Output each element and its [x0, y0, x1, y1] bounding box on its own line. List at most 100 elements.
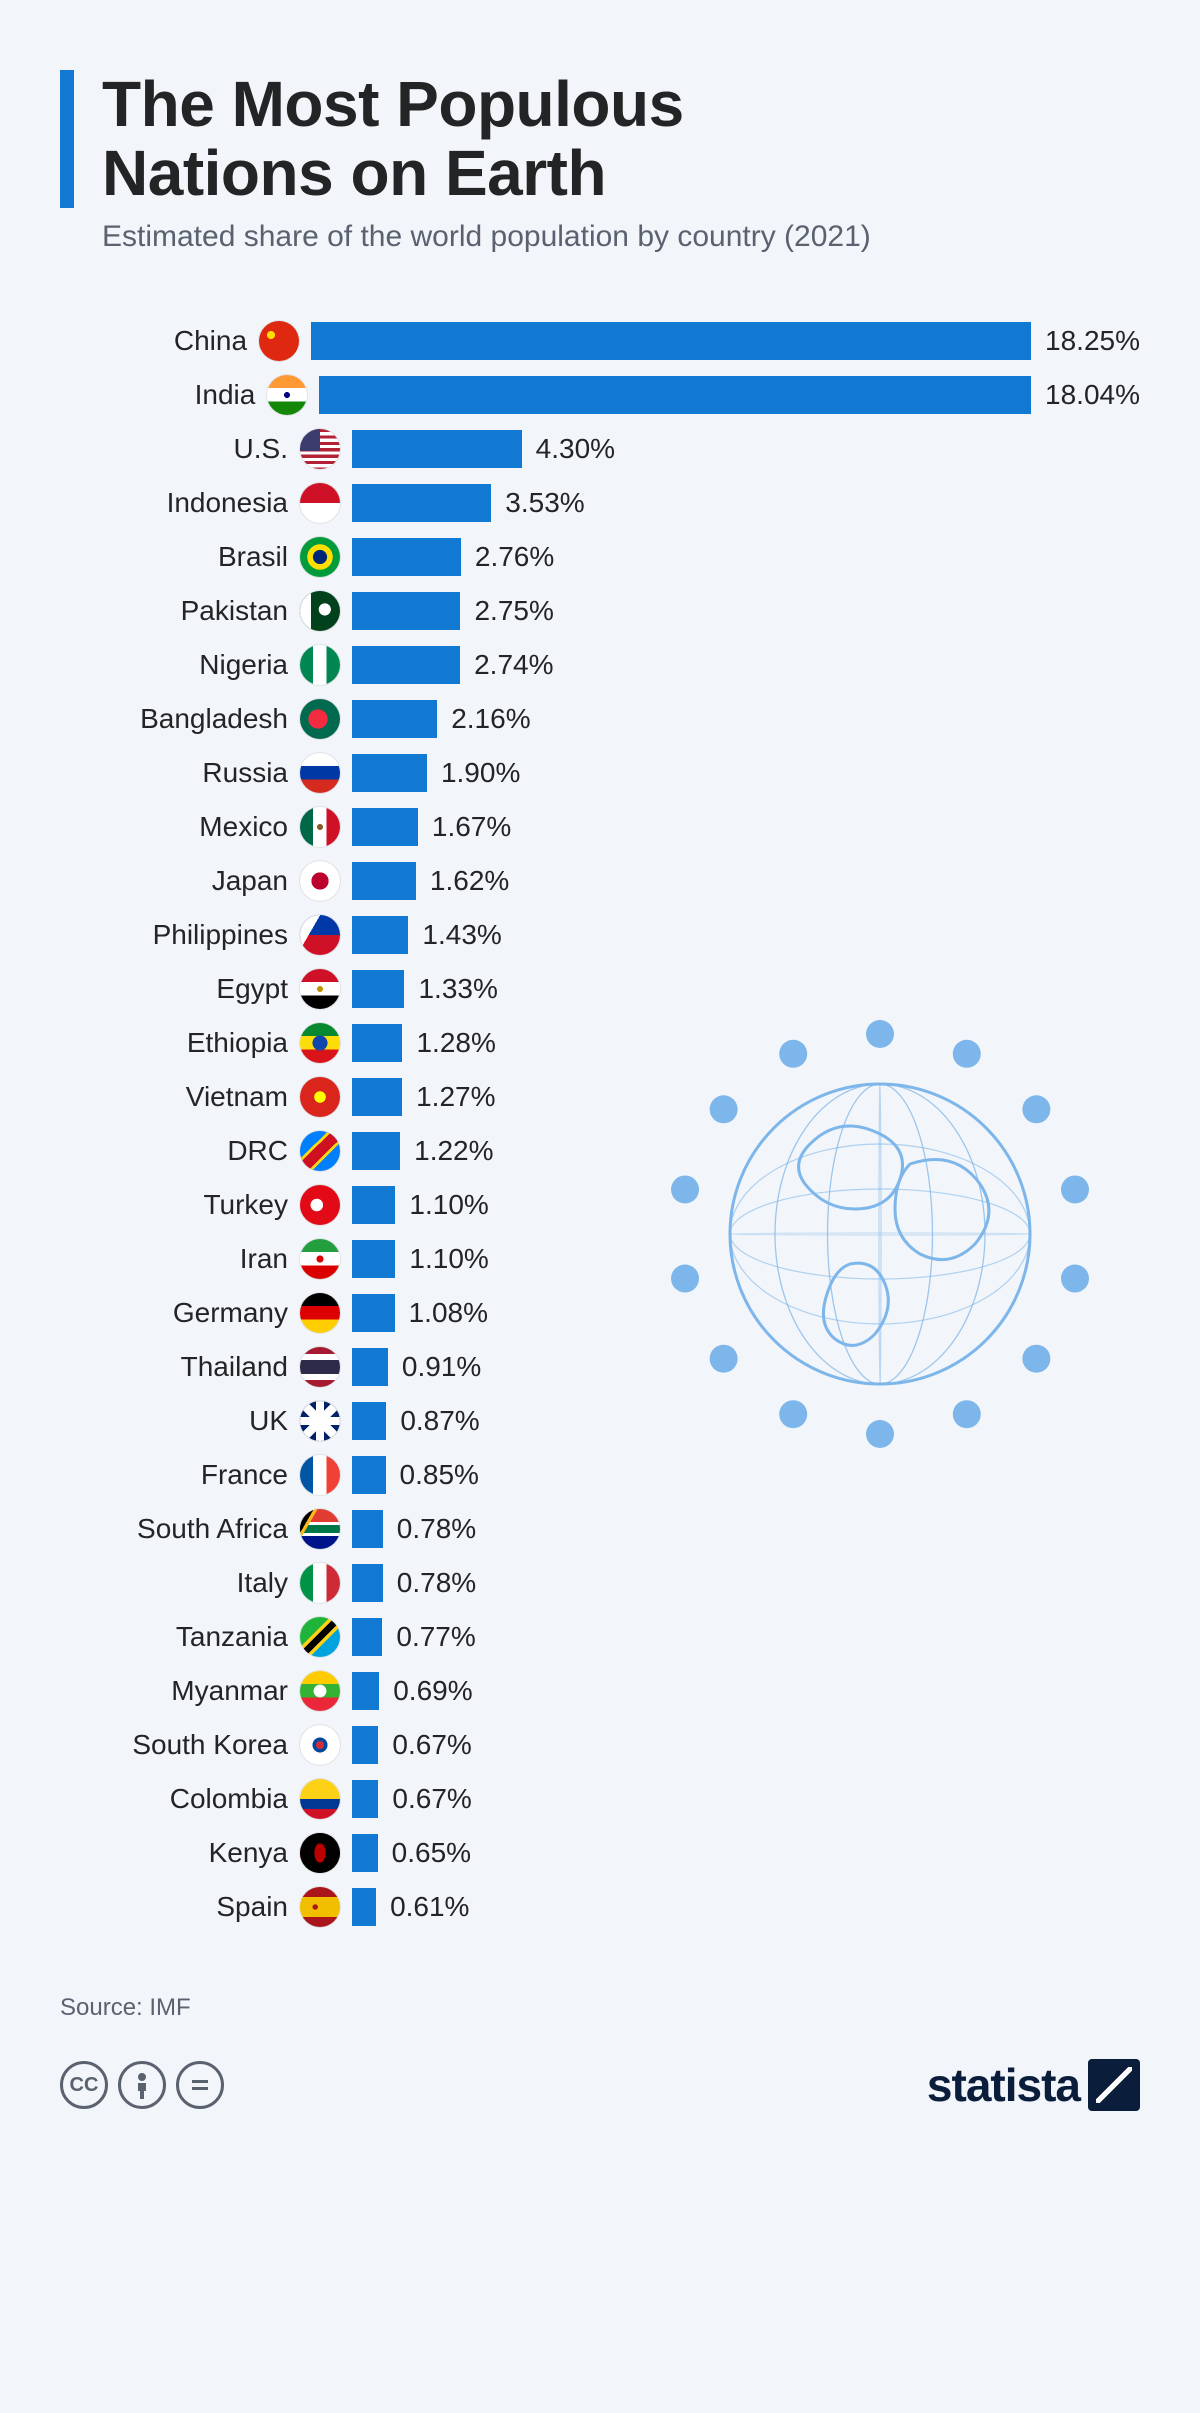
- flag-icon: [300, 1725, 340, 1765]
- bar-area: 0.67%: [352, 1780, 1140, 1818]
- bar-area: 0.78%: [352, 1564, 1140, 1602]
- flag-icon: [300, 1239, 340, 1279]
- country-label: Nigeria: [60, 649, 300, 681]
- bar-row: Turkey 1.10%: [60, 1178, 1140, 1232]
- bar-area: 0.61%: [352, 1888, 1140, 1926]
- bar-area: 4.30%: [352, 430, 1140, 468]
- bar-row: Kenya 0.65%: [60, 1826, 1140, 1880]
- bar-row: Philippines1.43%: [60, 908, 1140, 962]
- country-label: South Africa: [60, 1513, 300, 1545]
- bar-row: Nigeria 2.74%: [60, 638, 1140, 692]
- bar-row: France0.85%: [60, 1448, 1140, 1502]
- bar-value-label: 0.67%: [392, 1783, 471, 1815]
- flag-icon: [259, 321, 299, 361]
- bar-area: 0.67%: [352, 1726, 1140, 1764]
- bar: [352, 484, 491, 522]
- bar-row: Ethiopia 1.28%: [60, 1016, 1140, 1070]
- bar-value-label: 1.43%: [422, 919, 501, 951]
- bar-area: 1.28%: [352, 1024, 1140, 1062]
- country-label: UK: [60, 1405, 300, 1437]
- bar: [352, 1132, 400, 1170]
- bar-row: South Korea0.67%: [60, 1718, 1140, 1772]
- flag-icon: [300, 1563, 340, 1603]
- bar-value-label: 1.62%: [430, 865, 509, 897]
- bar-area: 1.27%: [352, 1078, 1140, 1116]
- bar-value-label: 0.78%: [397, 1513, 476, 1545]
- bar-value-label: 2.76%: [475, 541, 554, 573]
- by-icon: [118, 2061, 166, 2109]
- flag-icon: [300, 1347, 340, 1387]
- bar-area: 2.74%: [352, 646, 1140, 684]
- country-label: Spain: [60, 1891, 300, 1923]
- flag-icon: [300, 861, 340, 901]
- source-label: Source: IMF: [60, 1994, 1140, 2022]
- bar: [352, 1078, 402, 1116]
- bar-value-label: 1.90%: [441, 757, 520, 789]
- flag-icon: [300, 1455, 340, 1495]
- country-label: Myanmar: [60, 1675, 300, 1707]
- flag-icon: [300, 1401, 340, 1441]
- statista-brand: statista: [927, 2058, 1140, 2112]
- bar-value-label: 18.04%: [1045, 379, 1140, 411]
- bar: [352, 1294, 395, 1332]
- bar-area: 1.10%: [352, 1240, 1140, 1278]
- country-label: Bangladesh: [60, 703, 300, 735]
- statista-logo-icon: [1088, 2059, 1140, 2111]
- bar-row: South Africa 0.78%: [60, 1502, 1140, 1556]
- country-label: DRC: [60, 1135, 300, 1167]
- country-label: Brasil: [60, 541, 300, 573]
- bar: [352, 646, 460, 684]
- bar: [352, 1348, 388, 1386]
- bar: [352, 1888, 376, 1926]
- bar-value-label: 1.28%: [416, 1027, 495, 1059]
- nd-icon: [176, 2061, 224, 2109]
- bar-value-label: 1.67%: [432, 811, 511, 843]
- bar-area: 0.77%: [352, 1618, 1140, 1656]
- bar-row: China18.25%: [60, 314, 1140, 368]
- bar-area: 0.85%: [352, 1456, 1140, 1494]
- bar: [352, 1456, 386, 1494]
- flag-icon: [300, 699, 340, 739]
- bar: [352, 430, 522, 468]
- bar: [352, 1834, 378, 1872]
- bar-row: Mexico 1.67%: [60, 800, 1140, 854]
- flag-icon: [300, 645, 340, 685]
- bar: [352, 700, 437, 738]
- country-label: Egypt: [60, 973, 300, 1005]
- bar-row: Tanzania0.77%: [60, 1610, 1140, 1664]
- bar-row: Spain 0.61%: [60, 1880, 1140, 1934]
- country-label: Turkey: [60, 1189, 300, 1221]
- bar: [352, 1402, 386, 1440]
- bar-row: Myanmar0.69%: [60, 1664, 1140, 1718]
- country-label: Kenya: [60, 1837, 300, 1869]
- bar-value-label: 4.30%: [536, 433, 615, 465]
- bar-row: UK 0.87%: [60, 1394, 1140, 1448]
- bar-area: 0.78%: [352, 1510, 1140, 1548]
- bar-row: Brasil 2.76%: [60, 530, 1140, 584]
- flag-icon: [300, 753, 340, 793]
- flag-icon: [300, 1617, 340, 1657]
- bar: [352, 1024, 402, 1062]
- country-label: Ethiopia: [60, 1027, 300, 1059]
- flag-icon: [300, 483, 340, 523]
- flag-icon: [300, 969, 340, 1009]
- flag-icon: [300, 1833, 340, 1873]
- bar-area: 1.43%: [352, 916, 1140, 954]
- bar-row: Germany1.08%: [60, 1286, 1140, 1340]
- bar: [352, 1510, 383, 1548]
- bar-area: 0.65%: [352, 1834, 1140, 1872]
- flag-icon: [300, 429, 340, 469]
- title-text: The Most Populous Nations on Earth: [102, 70, 684, 208]
- bar-row: Iran1.10%: [60, 1232, 1140, 1286]
- flag-icon: [300, 807, 340, 847]
- bar-row: Russia1.90%: [60, 746, 1140, 800]
- bar-value-label: 0.87%: [400, 1405, 479, 1437]
- bar-area: 1.10%: [352, 1186, 1140, 1224]
- bar-value-label: 0.78%: [397, 1567, 476, 1599]
- bar-area: 18.25%: [311, 322, 1140, 360]
- country-label: Mexico: [60, 811, 300, 843]
- bar-area: 1.08%: [352, 1294, 1140, 1332]
- bar-value-label: 0.91%: [402, 1351, 481, 1383]
- country-label: U.S.: [60, 433, 300, 465]
- flag-icon: [300, 915, 340, 955]
